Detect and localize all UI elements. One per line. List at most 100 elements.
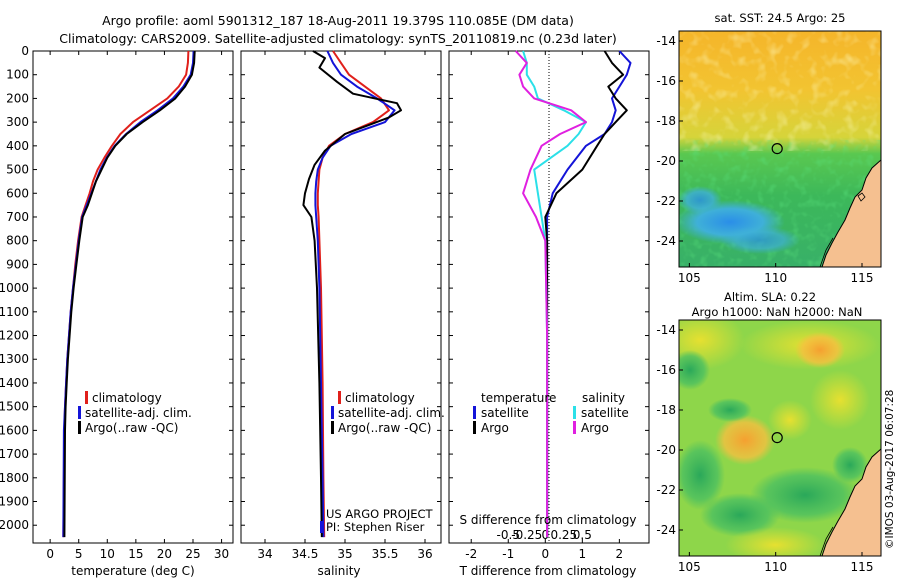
argo-location-marker [771, 143, 783, 155]
x-tick-label: 35 [337, 547, 352, 561]
map-lat-label: -18 [656, 403, 676, 417]
map-lon-label: 105 [678, 560, 701, 574]
map-lat-label: -14 [656, 34, 676, 48]
x-tick-label: 25 [185, 547, 200, 561]
map-lat-label: -24 [656, 523, 676, 537]
legend-title-salinity: salinity [582, 391, 625, 405]
map-lat-label: -22 [656, 194, 676, 208]
series-line-satellite-adj-clim- [314, 50, 396, 538]
difference-panel: -2 -1 0 1 2 -0.5-0.25 0 0.250.5 S difference f… [448, 50, 650, 578]
depth-tick-label: 1300 [0, 352, 29, 366]
salinity-axes-frame [240, 50, 442, 544]
depth-tick-label: 1600 [0, 423, 29, 437]
s-diff-tick-label: 0.25 [550, 528, 577, 542]
sla-heatmap [679, 320, 881, 556]
s-diff-tick-label: -0.5 [497, 528, 520, 542]
depth-tick-label: 1900 [0, 495, 29, 509]
depth-tick-label: 700 [6, 210, 29, 224]
sst-heatmap [679, 31, 881, 267]
depth-tick-labels: 0 100 200 300 400 500 600 700 800 900 1000 1100 1200… [0, 44, 233, 532]
x-tick-label: 5 [75, 547, 83, 561]
x-tick-label: 10 [100, 547, 115, 561]
map-lon-label: 115 [851, 560, 874, 574]
x-tick-label: 34.5 [292, 547, 319, 561]
credit-swatch [320, 521, 323, 533]
map-lon-label: 110 [764, 271, 787, 285]
legend-label-sal-satellite: satellite [581, 406, 629, 420]
salinity-profile-lines [302, 50, 402, 538]
depth-tick-label: 900 [6, 257, 29, 271]
series-line-temperature-argo [544, 50, 628, 538]
x-tick-label: 1 [579, 547, 587, 561]
pi-credit: PI: Stephen Riser [326, 520, 425, 534]
depth-tick-label: 500 [6, 163, 29, 177]
series-line-argo-raw-qc- [302, 50, 402, 538]
temperature-tick-labels: 0 5 10 15 20 25 30 [46, 51, 229, 561]
sla-contour [819, 526, 834, 556]
legend-swatch-argo [78, 421, 81, 434]
legend-label-sal-argo: Argo [581, 421, 609, 435]
legend-label-satellite: satellite-adj. clim. [338, 406, 445, 420]
series-line-argo-raw-qc- [63, 50, 196, 538]
sst-map-title: sat. SST: 24.5 Argo: 25 [715, 11, 846, 25]
sla-map-frame [678, 319, 882, 557]
legend-label-climatology: climatology [92, 391, 162, 405]
legend-swatch-argo [331, 421, 334, 434]
sst-map-tick-labels: 105 110 115 -14 -16 -18 -20 -22 -24 [656, 34, 873, 285]
series-line-climatology [62, 50, 190, 538]
sla-map-title: Altim. SLA: 0.22 [724, 290, 816, 304]
map-lon-label: 105 [678, 271, 701, 285]
s-diff-tick-label: 0.5 [573, 528, 592, 542]
x-tick-label: 0 [541, 547, 549, 561]
temperature-legend: climatology satellite-adj. clim. Argo(..… [78, 391, 192, 435]
depth-tick-label: 1500 [0, 400, 29, 414]
t-difference-tick-labels: -2 -1 0 1 2 [449, 50, 649, 561]
x-tick-label: -1 [502, 547, 514, 561]
map-lat-label: -16 [656, 74, 676, 88]
temperature-axis-label: temperature (deg C) [71, 564, 194, 578]
depth-tick-label: 800 [6, 234, 29, 248]
legend-swatch-sal-argo [573, 421, 576, 434]
map-lon-label: 115 [851, 271, 874, 285]
depth-tick-label: 100 [6, 68, 29, 82]
series-line-temperature-satellite [546, 50, 632, 538]
depth-tick-label: 2000 [0, 518, 29, 532]
imos-watermark: ©IMOS 03-Aug-2017 06:07:28 [884, 390, 896, 549]
sst-island [857, 192, 866, 202]
x-tick-label: 35.5 [372, 547, 399, 561]
x-tick-label: 0 [46, 547, 54, 561]
salinity-axis-label: salinity [317, 564, 360, 578]
map-lat-label: -20 [656, 443, 676, 457]
sla-map-tick-labels: 105 110 115 -14 -16 -18 -20 -22 -24 [656, 323, 873, 574]
x-tick-label: 15 [128, 547, 143, 561]
temperature-profile-lines [62, 50, 196, 538]
x-tick-label: 20 [157, 547, 172, 561]
project-credit: US ARGO PROJECT [326, 507, 434, 521]
figure-title-line1: Argo profile: aoml 5901312_187 18-Aug-20… [102, 13, 574, 28]
s-difference-axis-label: S difference from climatology [460, 513, 637, 527]
depth-tick-label: 0 [21, 44, 29, 58]
series-line-satellite-adj-clim- [62, 50, 195, 538]
salinity-tick-labels: 34 34.5 35 35.5 36 [241, 50, 441, 561]
map-lat-label: -24 [656, 234, 676, 248]
s-difference-tick-labels: -0.5-0.25 0 0.250.5 [497, 528, 592, 542]
salinity-legend: climatology satellite-adj. clim. Argo(..… [331, 391, 445, 435]
salinity-panel: 34 34.5 35 35.5 36 salinity climatology sate… [240, 50, 445, 578]
legend-label-temp-argo: Argo [481, 421, 509, 435]
depth-tick-label: 300 [6, 115, 29, 129]
depth-tick-label: 1200 [0, 329, 29, 343]
x-tick-label: 2 [616, 547, 624, 561]
sla-map-subtitle: Argo h1000: NaN h2000: NaN [692, 305, 863, 319]
depth-tick-label: 1700 [0, 447, 29, 461]
legend-label-argo: Argo(..raw -QC) [85, 421, 178, 435]
depth-tick-label: 1400 [0, 376, 29, 390]
depth-tick-label: 1000 [0, 281, 29, 295]
difference-profile-lines [514, 50, 632, 538]
s-diff-tick-label: -0.25 [511, 528, 542, 542]
legend-swatch-climatology [85, 391, 88, 404]
legend-label-temp-satellite: satellite [481, 406, 529, 420]
map-lon-label: 110 [764, 560, 787, 574]
legend-title-temperature: temperature [481, 391, 556, 405]
t-difference-axis-label: T difference from climatology [459, 564, 637, 578]
